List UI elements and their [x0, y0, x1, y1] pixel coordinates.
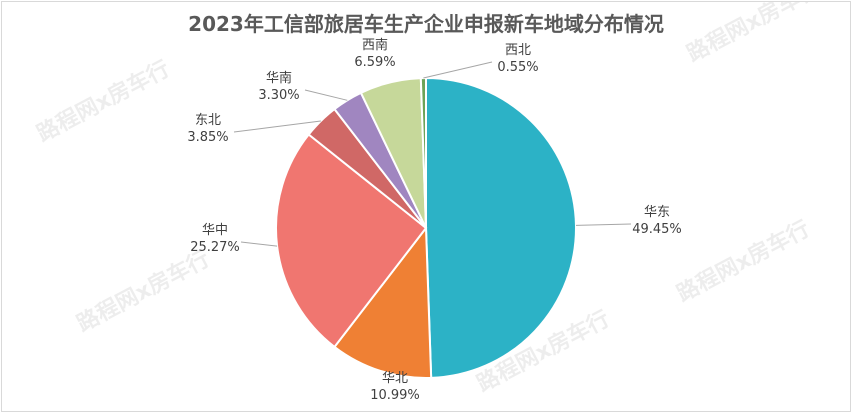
slice-value-label: 3.30%: [258, 88, 299, 103]
slice-category-label: 华东: [644, 205, 670, 220]
leader-line-6: [423, 61, 493, 79]
slice-category-label: 西北: [505, 43, 531, 58]
slice-category-label: 华北: [382, 371, 408, 386]
slice-category-label: 西南: [362, 37, 388, 53]
slice-value-label: 25.27%: [190, 240, 240, 255]
leader-line-0: [575, 223, 632, 226]
leader-line-4: [304, 89, 348, 101]
leader-line-2: [240, 241, 278, 247]
leader-line-3: [233, 120, 321, 133]
slice-category-label: 华中: [202, 223, 228, 238]
slice-value-label: 0.55%: [497, 60, 538, 75]
pie-labels: 华东 49.45% 华北 10.99% 华中 25.27% 东北 3.85% 华南 3.30% 西南…: [187, 37, 681, 403]
slice-category-label: 东北: [195, 113, 221, 128]
slice-value-label: 49.45%: [632, 222, 682, 237]
watermark-text: 路程网x房车行: [33, 56, 174, 148]
chart-title: 2023年工信部旅居车生产企业申报新车地域分布情况: [188, 12, 664, 36]
slice-value-label: 3.85%: [187, 130, 228, 145]
slice-value-label: 10.99%: [370, 388, 420, 403]
watermark-text: 路程网x房车行: [73, 246, 214, 338]
pie-slices: [275, 76, 577, 379]
pie-slice-0: [425, 76, 577, 379]
slice-category-label: 华南: [266, 70, 292, 86]
watermark-text: 路程网x房车行: [683, 2, 824, 67]
slice-value-label: 6.59%: [354, 55, 395, 70]
pie-slice-1: [333, 225, 433, 379]
watermark-text: 路程网x房车行: [673, 216, 814, 308]
